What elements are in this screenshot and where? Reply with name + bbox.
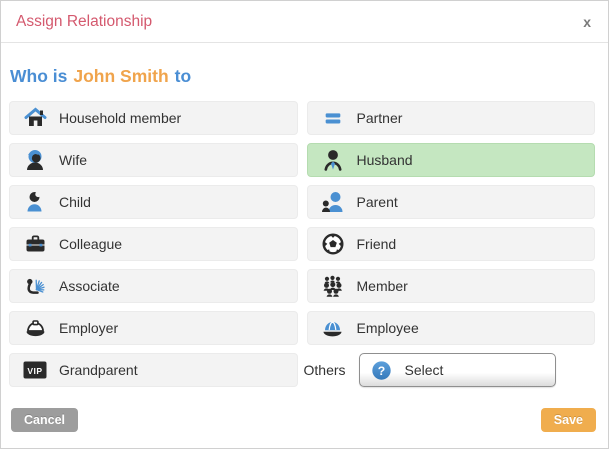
dialog-body: Who is John Smith to Household member (1, 66, 608, 387)
hard-hat-outline-icon (22, 316, 48, 340)
associate-icon (22, 274, 48, 298)
soccer-ball-icon (320, 232, 346, 256)
option-parent[interactable]: Parent (306, 185, 595, 219)
option-label: Member (356, 278, 408, 294)
option-colleague[interactable]: Colleague (9, 227, 298, 261)
option-child[interactable]: Child (9, 185, 298, 219)
others-row: Others ? Select (303, 353, 596, 387)
option-household-member[interactable]: Household member (9, 101, 298, 135)
option-husband[interactable]: Husband (306, 143, 595, 177)
option-label: Associate (59, 278, 120, 294)
option-label: Child (59, 194, 91, 210)
hard-hat-icon (320, 316, 346, 340)
relationship-options-grid: Household member Partner Wife (9, 101, 595, 387)
svg-text:VIP: VIP (27, 366, 42, 376)
equals-icon (320, 106, 346, 130)
dialog-title: Assign Relationship (16, 12, 153, 30)
close-icon[interactable]: x (583, 13, 591, 30)
briefcase-icon (22, 232, 48, 256)
crowd-icon (320, 274, 346, 298)
option-wife[interactable]: Wife (9, 143, 298, 177)
child-icon (22, 190, 48, 214)
others-select-button[interactable]: ? Select (358, 353, 556, 387)
option-label: Friend (356, 236, 397, 252)
option-label: Husband (356, 152, 413, 168)
option-employer[interactable]: Employer (9, 311, 298, 345)
save-button[interactable]: Save (540, 408, 596, 432)
others-label: Others (303, 362, 346, 378)
option-label: Employee (356, 320, 419, 336)
option-member[interactable]: Member (306, 269, 595, 303)
option-label: Wife (59, 152, 87, 168)
select-button-label: Select (404, 362, 444, 378)
house-icon (22, 106, 48, 130)
wife-icon (22, 148, 48, 172)
option-label: Colleague (59, 236, 123, 252)
parent-icon (320, 190, 346, 214)
option-label: Parent (356, 194, 398, 210)
question-suffix: to (174, 66, 192, 86)
svg-text:?: ? (377, 363, 384, 377)
person-name: John Smith (73, 66, 169, 86)
cancel-button[interactable]: Cancel (11, 408, 78, 432)
option-label: Employer (59, 320, 119, 336)
option-friend[interactable]: Friend (306, 227, 595, 261)
option-label: Household member (59, 110, 182, 126)
dialog-header: Assign Relationship x (1, 1, 608, 43)
question-circle-icon: ? (371, 360, 392, 381)
dialog-footer: Cancel Save (11, 408, 596, 432)
option-partner[interactable]: Partner (306, 101, 595, 135)
option-associate[interactable]: Associate (9, 269, 298, 303)
option-label: Partner (356, 110, 403, 126)
option-employee[interactable]: Employee (306, 311, 595, 345)
option-label: Grandparent (59, 362, 138, 378)
option-grandparent[interactable]: VIP Grandparent (9, 353, 298, 387)
husband-icon (320, 148, 346, 172)
vip-badge-icon: VIP (22, 359, 48, 381)
question-heading: Who is John Smith to (10, 66, 595, 87)
question-prefix: Who is (10, 66, 68, 86)
